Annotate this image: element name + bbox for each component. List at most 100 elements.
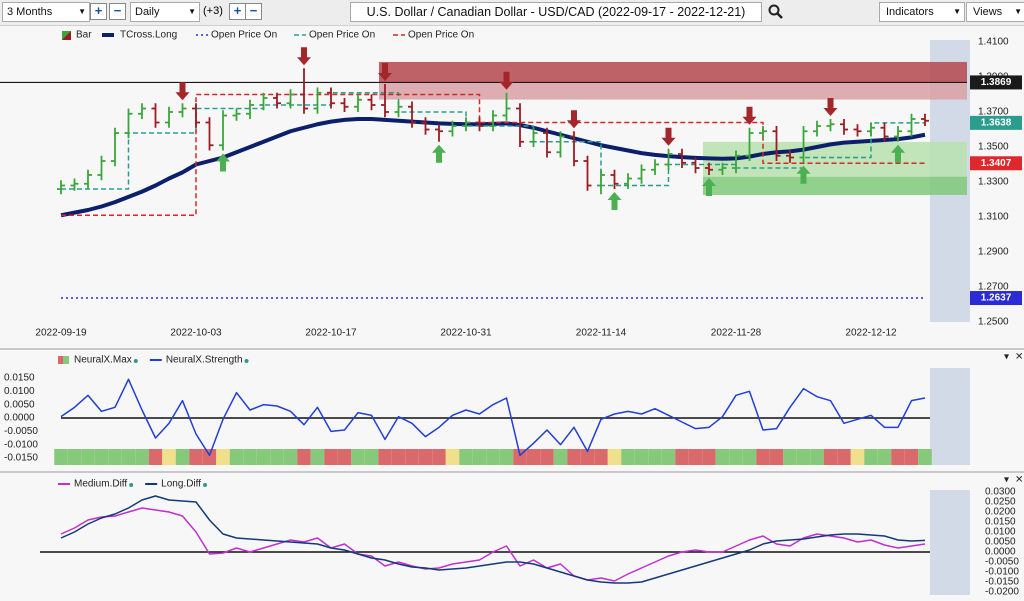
- state-cell: [850, 449, 865, 465]
- legend-label: Bar: [76, 30, 92, 41]
- state-cell: [580, 449, 595, 465]
- ohlc-bar: [313, 87, 322, 114]
- state-cell: [364, 449, 379, 465]
- state-cell: [148, 449, 163, 465]
- range-select[interactable]: 3 Months ▼: [2, 2, 90, 22]
- ohlc-bar: [97, 155, 106, 181]
- ohlc-bar: [124, 108, 133, 139]
- sell-arrow: [823, 98, 838, 116]
- ohlc-bar: [921, 113, 929, 126]
- close-icon[interactable]: ✕: [1015, 475, 1023, 486]
- ohlc-bar: [70, 178, 79, 191]
- level-box: [970, 75, 1022, 90]
- zone: [379, 82, 967, 100]
- state-cell: [283, 449, 298, 465]
- state-cell: [108, 449, 122, 465]
- background: [0, 26, 1024, 601]
- y-tick-label: 0.0100: [985, 527, 1016, 538]
- views-menu[interactable]: Views ▼: [966, 2, 1024, 22]
- y-tick-label: -0.0100: [4, 439, 38, 450]
- ohlc-bar: [151, 103, 160, 128]
- level-box: [970, 291, 1022, 306]
- level-label: 1.3407: [981, 158, 1012, 169]
- state-cell: [702, 449, 716, 465]
- symbol-title[interactable]: U.S. Dollar / Canadian Dollar - USD/CAD …: [350, 2, 762, 22]
- state-cell: [445, 449, 460, 465]
- x-tick-label: 2022-11-14: [576, 328, 627, 339]
- ohlc-bar: [435, 124, 443, 142]
- state-cell: [405, 449, 419, 465]
- offset-minus[interactable]: −: [245, 3, 262, 20]
- legend-dot: [129, 483, 134, 487]
- state-cell: [486, 449, 500, 465]
- projection-area: [930, 490, 970, 595]
- y-tick-label: 1.3700: [978, 107, 1009, 118]
- offset-plus[interactable]: +: [229, 3, 246, 20]
- series-line: [60, 495, 926, 584]
- state-cell: [202, 449, 217, 465]
- y-tick-label: 0.0150: [4, 373, 35, 384]
- legend-label: TCross.Long: [120, 30, 177, 41]
- legend-label: Open Price On: [211, 30, 277, 41]
- state-cell: [526, 449, 541, 465]
- state-cell: [621, 449, 635, 465]
- series-line: [61, 93, 925, 216]
- y-tick-label: 0.0200: [985, 507, 1016, 518]
- state-cell: [567, 449, 581, 465]
- ohlc-bar: [840, 119, 848, 135]
- ohlc-bar: [867, 122, 875, 137]
- indicators: Indicators: [886, 6, 934, 18]
- state-cell: [688, 449, 703, 465]
- state-cell: [540, 449, 554, 465]
- series-line: [60, 378, 926, 457]
- state-cell: [756, 449, 770, 465]
- y-tick-label: 1.3100: [978, 212, 1009, 223]
- ohlc-bar: [894, 126, 902, 142]
- interval-select[interactable]: Daily ▼: [130, 2, 200, 22]
- sell-arrow: [378, 63, 392, 81]
- legend-label: Medium.Diff: [74, 479, 127, 490]
- ohlc-bar: [799, 126, 808, 163]
- ohlc-bar: [367, 94, 376, 111]
- collapse-icon[interactable]: ▾: [1004, 475, 1009, 486]
- ohlc-bar: [273, 92, 281, 109]
- ohlc-bar: [570, 131, 578, 167]
- ohlc-bar: [394, 101, 403, 118]
- state-cell: [54, 449, 68, 465]
- y-tick-label: 1.2900: [978, 247, 1009, 258]
- legend-dot: [203, 483, 208, 487]
- collapse-icon[interactable]: ▾: [1004, 352, 1009, 363]
- interval: Daily: [135, 6, 160, 18]
- zoom-in[interactable]: +: [90, 3, 107, 20]
- ohlc-bar: [205, 117, 214, 151]
- state-cell: [189, 449, 203, 465]
- ohlc-bar: [772, 126, 781, 161]
- state-cell: [837, 449, 851, 465]
- close-icon[interactable]: ✕: [1015, 352, 1023, 363]
- search-icon[interactable]: [768, 4, 784, 20]
- ohlc-bar: [597, 169, 605, 195]
- ohlc-bar: [907, 113, 916, 137]
- state-cell: [553, 449, 568, 465]
- y-tick-label: 0.0050: [4, 399, 35, 410]
- ohlc-bar: [826, 119, 835, 132]
- ohlc-bar: [489, 110, 497, 132]
- state-cell: [324, 449, 338, 465]
- state-cell: [81, 449, 95, 465]
- legend-swatch: [58, 356, 63, 364]
- ohlc-bar: [354, 94, 362, 112]
- sell-arrow: [297, 47, 311, 66]
- state-cell: [607, 449, 622, 465]
- y-tick-label: -0.0050: [985, 557, 1019, 568]
- level-label: 1.2637: [981, 293, 1012, 304]
- legend-label: Open Price On: [408, 30, 474, 41]
- state-cell: [891, 449, 905, 465]
- state-cell: [162, 449, 176, 465]
- buy-arrow: [607, 192, 622, 210]
- ohlc-bar: [880, 122, 889, 142]
- ohlc-bar: [543, 127, 551, 158]
- legend-icon: [62, 31, 71, 40]
- indicators-menu[interactable]: Indicators ▼: [879, 2, 965, 22]
- zoom-out[interactable]: −: [109, 3, 126, 20]
- buy-arrow: [796, 165, 811, 184]
